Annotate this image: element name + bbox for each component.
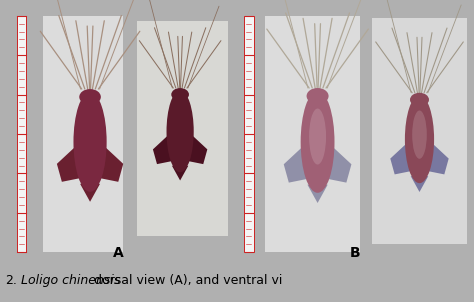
Ellipse shape bbox=[307, 88, 328, 104]
Text: dorsal view (A), and ventral vi: dorsal view (A), and ventral vi bbox=[90, 274, 283, 287]
Ellipse shape bbox=[82, 93, 99, 114]
Ellipse shape bbox=[412, 97, 427, 115]
Ellipse shape bbox=[79, 89, 101, 105]
Polygon shape bbox=[80, 184, 100, 202]
Polygon shape bbox=[308, 185, 328, 203]
Bar bbox=[43, 16, 123, 252]
Polygon shape bbox=[183, 136, 207, 164]
Polygon shape bbox=[57, 147, 87, 182]
Polygon shape bbox=[93, 147, 123, 182]
Ellipse shape bbox=[301, 91, 335, 193]
Polygon shape bbox=[153, 136, 177, 164]
Ellipse shape bbox=[309, 108, 326, 165]
Ellipse shape bbox=[166, 90, 194, 172]
Ellipse shape bbox=[171, 88, 189, 101]
Ellipse shape bbox=[405, 95, 434, 183]
Polygon shape bbox=[422, 144, 449, 174]
Ellipse shape bbox=[410, 93, 429, 107]
Polygon shape bbox=[390, 144, 417, 174]
Ellipse shape bbox=[173, 92, 187, 109]
Ellipse shape bbox=[412, 111, 427, 159]
Ellipse shape bbox=[73, 92, 107, 192]
Bar bbox=[137, 21, 228, 236]
Text: B: B bbox=[350, 246, 361, 260]
Bar bbox=[265, 16, 360, 252]
Text: 2.: 2. bbox=[5, 274, 17, 287]
Bar bbox=[244, 16, 254, 252]
Polygon shape bbox=[411, 176, 428, 192]
Bar bbox=[372, 18, 467, 244]
Polygon shape bbox=[321, 147, 351, 183]
Polygon shape bbox=[284, 147, 314, 183]
Polygon shape bbox=[172, 166, 188, 181]
Ellipse shape bbox=[309, 92, 326, 114]
Text: A: A bbox=[113, 246, 124, 260]
Bar bbox=[17, 16, 26, 252]
Text: Loligo chinensis: Loligo chinensis bbox=[21, 274, 121, 287]
